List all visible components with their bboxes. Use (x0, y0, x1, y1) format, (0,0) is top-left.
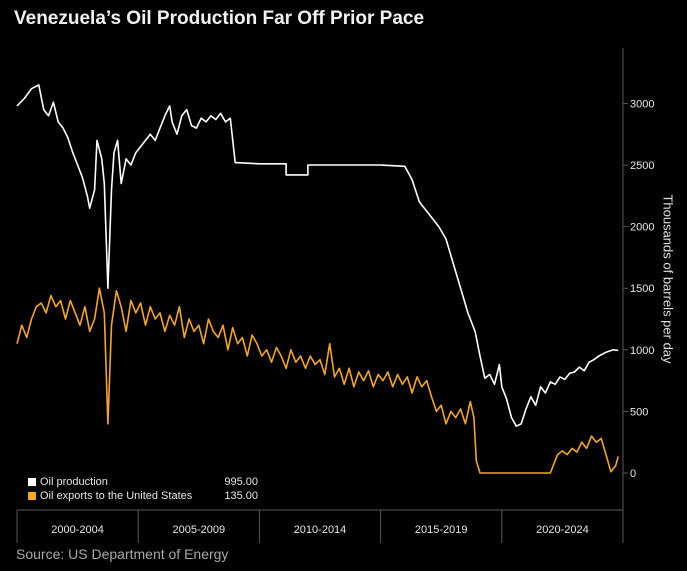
legend: Oil production 995.00 Oil exports to the… (24, 473, 262, 505)
y-tick-label: 500 (630, 406, 648, 418)
y-tick-label: 2000 (630, 222, 654, 234)
y-tick-label: 2500 (630, 160, 654, 172)
x-tick-label: 2000-2004 (51, 524, 104, 536)
x-tick-label: 2010-2014 (294, 524, 347, 536)
y-tick-label: 1500 (630, 283, 654, 295)
y-tick-label: 1000 (630, 345, 654, 357)
source-note: Source: US Department of Energy (16, 546, 229, 562)
y-axis-label: Thousands of barrels per day (660, 194, 676, 364)
legend-item-production: Oil production 995.00 (28, 475, 258, 489)
chart-title: Venezuela’s Oil Production Far Off Prior… (14, 8, 425, 29)
legend-label-production: Oil production (40, 476, 108, 488)
production-line (16, 84, 619, 427)
legend-label-exports: Oil exports to the United States (40, 490, 193, 502)
y-tick-label: 0 (630, 468, 636, 480)
legend-value-exports: 135.00 (224, 490, 258, 502)
legend-swatch-exports (28, 492, 36, 500)
legend-item-exports: Oil exports to the United States 135.00 (28, 489, 258, 503)
x-tick-label: 2005-2009 (172, 524, 225, 536)
y-tick-label: 3000 (630, 98, 654, 110)
legend-value-production: 995.00 (224, 476, 258, 488)
x-tick-label: 2020-2024 (536, 524, 589, 536)
x-tick-label: 2015-2019 (415, 524, 468, 536)
exports-line (16, 287, 619, 474)
legend-swatch-production (28, 478, 36, 486)
